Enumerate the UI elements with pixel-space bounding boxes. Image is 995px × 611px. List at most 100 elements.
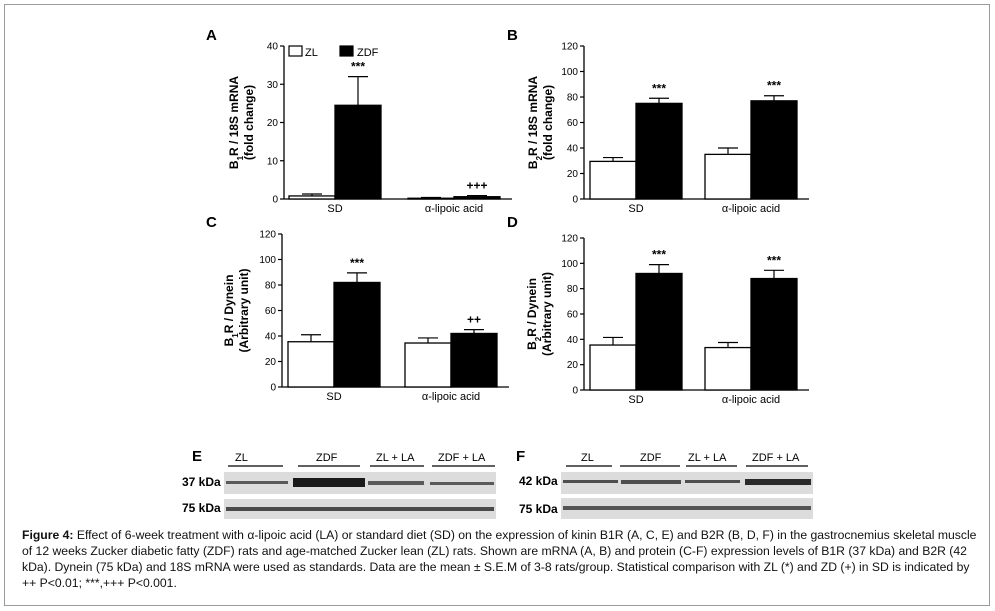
y-tick-label: 60 — [567, 310, 579, 321]
legend-label-zdf: ZDF — [357, 47, 379, 59]
y-tick-label: 120 — [259, 230, 276, 241]
y-tick-label: 60 — [265, 306, 277, 317]
y-axis-label-line2: (fold change) — [541, 85, 555, 160]
panel-label-e: E — [192, 448, 202, 465]
y-tick-label: 100 — [561, 67, 578, 78]
blot-f-group-zl: ZL — [581, 452, 594, 464]
y-tick-label: 120 — [561, 42, 578, 53]
y-tick-label: 0 — [270, 383, 276, 394]
bar-zl — [407, 197, 455, 200]
bar-zl — [704, 153, 752, 200]
chart-a: 0 10 20 30 40 B1R / 18S mRNA (fold change) SD α-… — [227, 42, 512, 215]
panel-label-d: D — [507, 214, 518, 231]
blot-f-bands-dynein — [563, 506, 811, 510]
y-tick-label: 20 — [567, 360, 579, 371]
blot-e-bands-dynein — [226, 507, 494, 511]
y-tick-label: 80 — [567, 93, 579, 104]
blot-f-bands-b2r — [563, 479, 811, 485]
blot-panel-f: F ZL ZDF ZL + LA ZDF + LA 42 kDa 75 kDa — [516, 448, 813, 519]
blot-f-group-zdf: ZDF — [640, 452, 662, 464]
y-axis-label: B2R / 18S mRNA — [526, 76, 544, 169]
y-axis-label-line2: (Arbitrary unit) — [540, 272, 554, 356]
chart-legend: ZL ZDF — [288, 45, 379, 59]
bar-zdf — [635, 102, 683, 200]
bar-zdf — [333, 281, 381, 388]
blot-e-group-zl-la: ZL + LA — [376, 452, 415, 464]
x-category-label: SD — [628, 203, 643, 215]
x-category-label: α-lipoic acid — [422, 391, 480, 403]
bar-zdf — [450, 332, 498, 388]
y-tick-label: 80 — [265, 281, 277, 292]
bar-zdf — [334, 104, 382, 200]
y-axis-label: B1R / Dynein — [222, 275, 240, 347]
y-tick-label: 20 — [267, 118, 279, 129]
bar-zl — [288, 195, 336, 200]
blot-panel-e: E ZL ZDF ZL + LA ZDF + LA 37 kDa 75 kDa — [182, 448, 496, 519]
blot-f-row-label: 75 kDa — [519, 502, 558, 516]
y-tick-label: 100 — [259, 255, 276, 266]
y-tick-label: 0 — [272, 195, 278, 206]
significance-mark: +++ — [466, 179, 487, 193]
significance-mark: *** — [652, 81, 666, 95]
y-axis-label-line2: (Arbitrary unit) — [237, 268, 251, 352]
y-tick-label: 120 — [561, 234, 578, 245]
chart-b: 0 20 40 60 80 100 120 B2R / 18S mRNA (fold chang… — [526, 42, 809, 215]
panel-label-a: A — [206, 27, 217, 44]
significance-mark: *** — [767, 79, 781, 93]
y-tick-label: 10 — [267, 156, 279, 167]
blot-e-group-zl: ZL — [235, 452, 248, 464]
figure-caption: Figure 4: Effect of 6-week treatment wit… — [22, 527, 980, 591]
bar-zl — [589, 160, 637, 200]
x-category-label: SD — [326, 391, 341, 403]
bar-zdf — [635, 272, 683, 391]
y-tick-label: 40 — [567, 144, 579, 155]
blot-f-group-zl-la: ZL + LA — [688, 452, 727, 464]
bar-zdf — [453, 196, 501, 200]
y-tick-label: 30 — [267, 80, 279, 91]
blot-e-bands-b1r — [226, 478, 494, 487]
bar-zl — [287, 341, 335, 388]
blot-e-row-label: 37 kDa — [182, 475, 221, 489]
panel-label-b: B — [507, 27, 518, 44]
bar-zdf — [750, 100, 798, 200]
x-category-label: SD — [628, 394, 643, 406]
y-tick-label: 80 — [567, 284, 579, 295]
caption-lead: Figure 4: — [22, 528, 74, 542]
y-tick-label: 20 — [567, 169, 579, 180]
x-category-label: α-lipoic acid — [425, 203, 483, 215]
y-axis-label-line2: (fold change) — [242, 85, 256, 160]
blot-e-group-zdf: ZDF — [316, 452, 338, 464]
blot-f-group-zdf-la: ZDF + LA — [752, 452, 800, 464]
x-category-label: α-lipoic acid — [722, 394, 780, 406]
y-tick-label: 40 — [567, 335, 579, 346]
x-category-label: α-lipoic acid — [722, 203, 780, 215]
caption-text: Effect of 6-week treatment with α-lipoic… — [22, 528, 977, 590]
y-axis-label: B1R / 18S mRNA — [227, 76, 245, 169]
y-tick-label: 40 — [265, 332, 277, 343]
panel-label-c: C — [206, 214, 217, 231]
y-axis-label: B2R / Dynein — [525, 278, 543, 350]
bar-zl — [589, 344, 637, 391]
y-tick-label: 60 — [567, 118, 579, 129]
y-tick-label: 0 — [572, 386, 578, 397]
significance-mark: ++ — [467, 313, 481, 327]
bar-zl — [704, 346, 752, 391]
bar-zl — [404, 342, 452, 388]
panel-label-f: F — [516, 448, 525, 465]
y-tick-label: 100 — [561, 259, 578, 270]
legend-swatch-zdf — [339, 45, 354, 57]
blot-e-row-label: 75 kDa — [182, 501, 221, 515]
blot-f-row-label: 42 kDa — [519, 474, 558, 488]
x-category-label: SD — [327, 203, 342, 215]
y-tick-label: 0 — [572, 195, 578, 206]
legend-swatch-zl — [288, 45, 303, 57]
significance-mark: *** — [350, 256, 364, 270]
bar-zdf — [750, 277, 798, 391]
y-tick-label: 40 — [267, 42, 279, 53]
legend-label-zl: ZL — [305, 47, 318, 59]
blot-e-group-zdf-la: ZDF + LA — [438, 452, 486, 464]
significance-mark: *** — [652, 248, 666, 262]
chart-d: 0 20 40 60 80 100 120 B2R / Dynein (Arbitrary un… — [525, 234, 809, 406]
